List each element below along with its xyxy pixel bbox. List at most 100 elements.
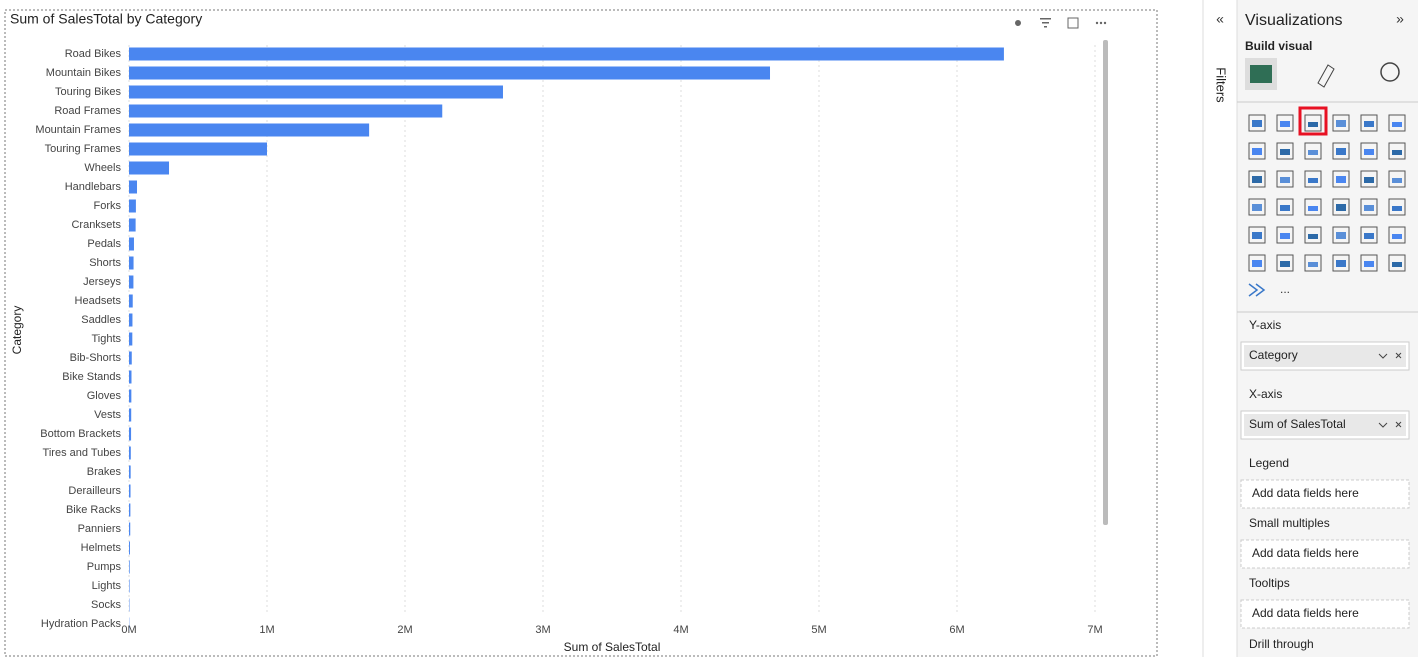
visual-icon[interactable]: [1360, 254, 1378, 272]
y-tick-label: Jerseys: [83, 276, 121, 288]
visual-icon[interactable]: [1304, 226, 1322, 244]
bar: [129, 522, 131, 536]
bar: [129, 161, 170, 175]
more-visuals[interactable]: ...: [1280, 282, 1290, 296]
x-tick-label: 6M: [949, 624, 964, 636]
format-visual-tab[interactable]: [1317, 64, 1335, 88]
well-placeholder: Add data fields here: [1252, 486, 1359, 500]
chevron-icon[interactable]: [1378, 353, 1388, 359]
visual-icon[interactable]: [1304, 198, 1322, 216]
visual-icon-fill: [1252, 148, 1262, 155]
well-label: Legend: [1249, 456, 1289, 470]
scrollbar[interactable]: [1103, 40, 1108, 525]
visual-icon[interactable]: [1332, 254, 1350, 272]
visual-icon[interactable]: [1248, 170, 1266, 188]
bar: [129, 47, 1004, 61]
visual-icon[interactable]: [1304, 142, 1322, 160]
visual-icon[interactable]: [1332, 170, 1350, 188]
visual-icon-fill: [1280, 205, 1290, 211]
y-tick-label: Gloves: [87, 390, 122, 402]
visual-icon[interactable]: [1332, 114, 1350, 132]
visual-icon-fill: [1392, 206, 1402, 211]
visual-icon-fill: [1252, 120, 1262, 127]
y-tick-label: Panniers: [78, 523, 122, 535]
visual-header-icons[interactable]: [1015, 17, 1107, 29]
visual-icon[interactable]: [1248, 142, 1266, 160]
visual-icon[interactable]: [1248, 114, 1266, 132]
collapse-icon[interactable]: «: [1216, 11, 1224, 27]
y-tick-label: Pumps: [87, 561, 122, 573]
visual-icon[interactable]: [1388, 142, 1406, 160]
visual-icon[interactable]: [1276, 226, 1294, 244]
visual-icon[interactable]: [1304, 254, 1322, 272]
analytics-tab[interactable]: [1380, 62, 1400, 82]
x-axis-title: Sum of SalesTotal: [564, 640, 661, 654]
x-tick-label: 3M: [535, 624, 550, 636]
y-tick-label: Mountain Bikes: [46, 67, 122, 79]
y-tick-label: Hydration Packs: [41, 618, 122, 630]
x-tick-label: 5M: [811, 624, 826, 636]
visual-icon[interactable]: [1360, 142, 1378, 160]
visual-icon[interactable]: [1388, 114, 1406, 132]
well-box[interactable]: [1240, 539, 1410, 569]
field-name: Sum of SalesTotal: [1249, 417, 1346, 431]
visual-icon-fill: [1336, 204, 1346, 211]
visual-icon[interactable]: [1360, 226, 1378, 244]
visual-icon[interactable]: [1248, 198, 1266, 216]
visual-icon[interactable]: [1332, 226, 1350, 244]
bar: [129, 142, 267, 156]
visual-icon[interactable]: [1276, 170, 1294, 188]
bar: [129, 446, 131, 460]
visual-icon[interactable]: [1304, 170, 1322, 188]
expand-icon[interactable]: »: [1396, 11, 1404, 27]
visual-icon-fill: [1392, 262, 1402, 267]
visual-icon[interactable]: [1388, 254, 1406, 272]
visual-icon[interactable]: [1360, 170, 1378, 188]
visual-icon[interactable]: [1248, 254, 1266, 272]
field-pill[interactable]: [1244, 345, 1406, 367]
y-tick-label: Cranksets: [71, 219, 121, 231]
visual-icon-fill: [1308, 206, 1318, 211]
visual-icon[interactable]: [1276, 198, 1294, 216]
bar: [129, 389, 132, 403]
filters-title[interactable]: Filters: [1214, 67, 1229, 103]
remove-icon[interactable]: [1395, 421, 1402, 428]
chevron-icon[interactable]: [1378, 422, 1388, 428]
y-tick-label: Touring Bikes: [55, 86, 122, 98]
visual-icon-fill: [1392, 234, 1402, 239]
bar: [129, 408, 132, 422]
bar: [129, 313, 133, 327]
remove-icon[interactable]: [1395, 352, 1402, 359]
visual-icon[interactable]: [1360, 198, 1378, 216]
visual-icon[interactable]: [1388, 198, 1406, 216]
bar: [129, 218, 136, 232]
visual-icon[interactable]: [1388, 170, 1406, 188]
visual-icon[interactable]: [1248, 283, 1266, 297]
bar: [129, 294, 133, 308]
visual-icon[interactable]: [1304, 114, 1322, 132]
visual-icon[interactable]: [1276, 114, 1294, 132]
visual-icon[interactable]: [1388, 226, 1406, 244]
well-box[interactable]: [1240, 599, 1410, 629]
visual-icon[interactable]: [1360, 114, 1378, 132]
visual-border: [4, 9, 1158, 657]
visual-icon-fill: [1308, 262, 1318, 267]
visual-icon-fill: [1308, 234, 1318, 239]
y-tick-label: Lights: [92, 580, 122, 592]
visual-icon[interactable]: [1332, 142, 1350, 160]
y-tick-label: Vests: [94, 409, 121, 421]
visual-icon[interactable]: [1248, 226, 1266, 244]
field-pill[interactable]: [1244, 414, 1406, 436]
visual-icon-fill: [1280, 149, 1290, 155]
visual-icon[interactable]: [1332, 198, 1350, 216]
well-box[interactable]: [1240, 479, 1410, 509]
y-tick-label: Brakes: [87, 466, 122, 478]
visual-icon[interactable]: [1276, 142, 1294, 160]
bar: [129, 66, 771, 80]
visual-icon[interactable]: [1276, 254, 1294, 272]
bar: [129, 484, 131, 498]
build-visual-icon: [1250, 65, 1272, 83]
bar: [129, 351, 132, 365]
y-tick-label: Headsets: [75, 295, 122, 307]
